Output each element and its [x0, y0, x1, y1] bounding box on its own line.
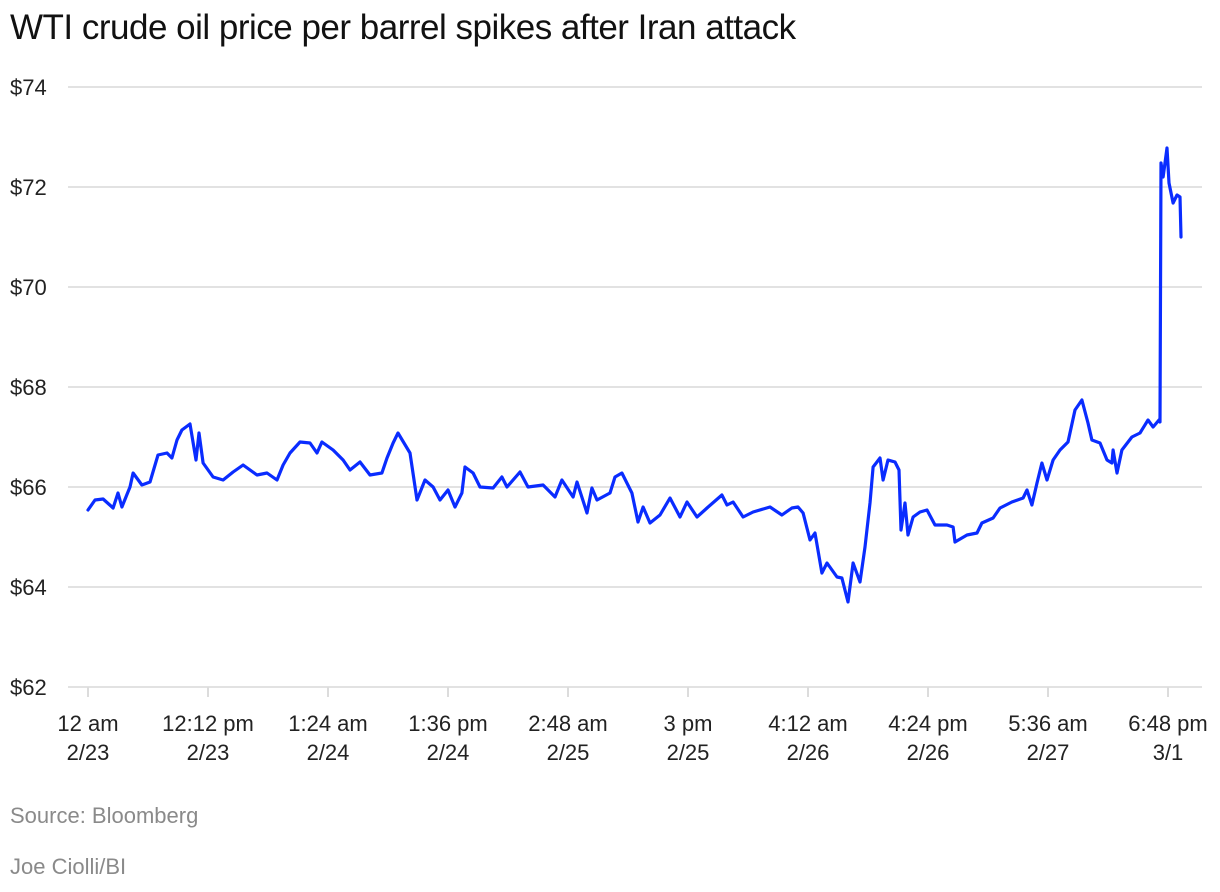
x-tick-label-date: 2/24 [427, 740, 470, 765]
x-tick-label-date: 2/23 [187, 740, 230, 765]
y-axis-labels: $62 $64 $66 $68 $70 $72 $74 [10, 75, 47, 700]
x-tick-label-time: 2:48 am [528, 711, 608, 736]
x-tick-label-time: 3 pm [664, 711, 713, 736]
source-note: Source: Bloomberg [10, 803, 199, 828]
y-tick-label: $74 [10, 75, 47, 100]
x-tick-label-date: 2/23 [67, 740, 110, 765]
price-line-series [86, 146, 1183, 604]
x-tick-label-time: 1:24 am [288, 711, 368, 736]
x-tick-label-date: 2/25 [547, 740, 590, 765]
x-tick-label-time: 4:12 am [768, 711, 848, 736]
y-tick-label: $66 [10, 475, 47, 500]
x-tick-label-date: 2/25 [667, 740, 710, 765]
author-credit: Joe Ciolli/BI [10, 854, 127, 879]
x-tick-label-time: 12:12 pm [162, 711, 254, 736]
y-tick-label: $62 [10, 675, 47, 700]
x-axis: 12 am 2/23 12:12 pm 2/23 1:24 am 2/24 1:36 pm 2… [57, 687, 1208, 765]
y-tick-label: $64 [10, 575, 47, 600]
x-tick-label-time: 1:36 pm [408, 711, 488, 736]
y-tick-label: $68 [10, 375, 47, 400]
x-tick-label-time: 4:24 pm [888, 711, 968, 736]
x-tick-label-date: 2/26 [787, 740, 830, 765]
x-tick-label-time: 5:36 am [1008, 711, 1088, 736]
x-tick-label-date: 2/27 [1027, 740, 1070, 765]
x-tick-label-date: 2/24 [307, 740, 350, 765]
x-tick-label-time: 6:48 pm [1128, 711, 1208, 736]
y-tick-label: $70 [10, 275, 47, 300]
x-tick-label-date: 3/1 [1153, 740, 1184, 765]
y-tick-label: $72 [10, 175, 47, 200]
chart-title: WTI crude oil price per barrel spikes af… [10, 8, 796, 47]
x-tick-label-date: 2/26 [907, 740, 950, 765]
x-tick-label-time: 12 am [57, 711, 118, 736]
gridlines [68, 86, 1202, 688]
